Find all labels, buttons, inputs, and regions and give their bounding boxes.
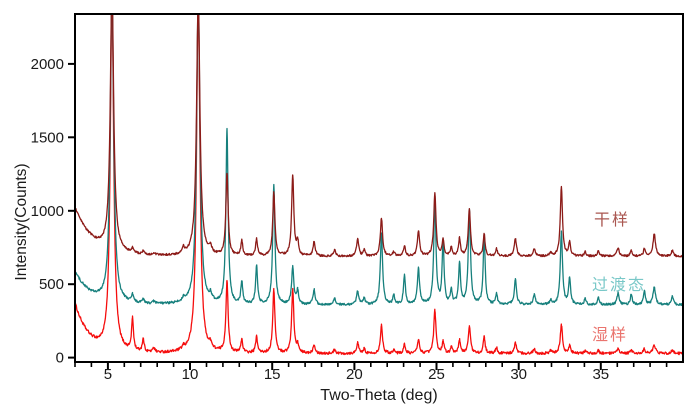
- x-tick-label: 15: [264, 366, 281, 383]
- x-axis-title: Two-Theta (deg): [320, 387, 437, 404]
- y-tick-label: 500: [39, 276, 64, 293]
- y-tick-label: 2000: [31, 56, 64, 73]
- y-axis-title: Intensity(Counts): [13, 163, 30, 280]
- trace-group: [75, 14, 683, 356]
- y-tick-label: 1000: [31, 203, 64, 220]
- y-tick-label: 0: [56, 350, 64, 367]
- legend-transition-state: 过渡态: [592, 277, 647, 294]
- tick-label-group: 5 10 15 20 25 30 35 0 500 1000 1500 2000: [31, 56, 610, 383]
- plot-frame: [74, 13, 684, 363]
- legend-dry-sample: 干样: [594, 212, 631, 229]
- xrd-trace-wet-sample: [75, 14, 683, 356]
- x-tick-label: 10: [182, 366, 199, 383]
- y-tick-label: 1500: [31, 129, 64, 146]
- x-tick-label: 25: [428, 366, 445, 383]
- x-tick-label: 35: [592, 366, 609, 383]
- xrd-trace-transition-state: [75, 14, 683, 307]
- legend-wet-sample: 湿样: [592, 327, 629, 344]
- x-tick-label: 5: [104, 366, 112, 383]
- x-tick-label: 30: [510, 366, 527, 383]
- xrd-trace-dry-sample: [75, 14, 683, 258]
- x-tick-label: 20: [346, 366, 363, 383]
- tick-group: [68, 62, 668, 370]
